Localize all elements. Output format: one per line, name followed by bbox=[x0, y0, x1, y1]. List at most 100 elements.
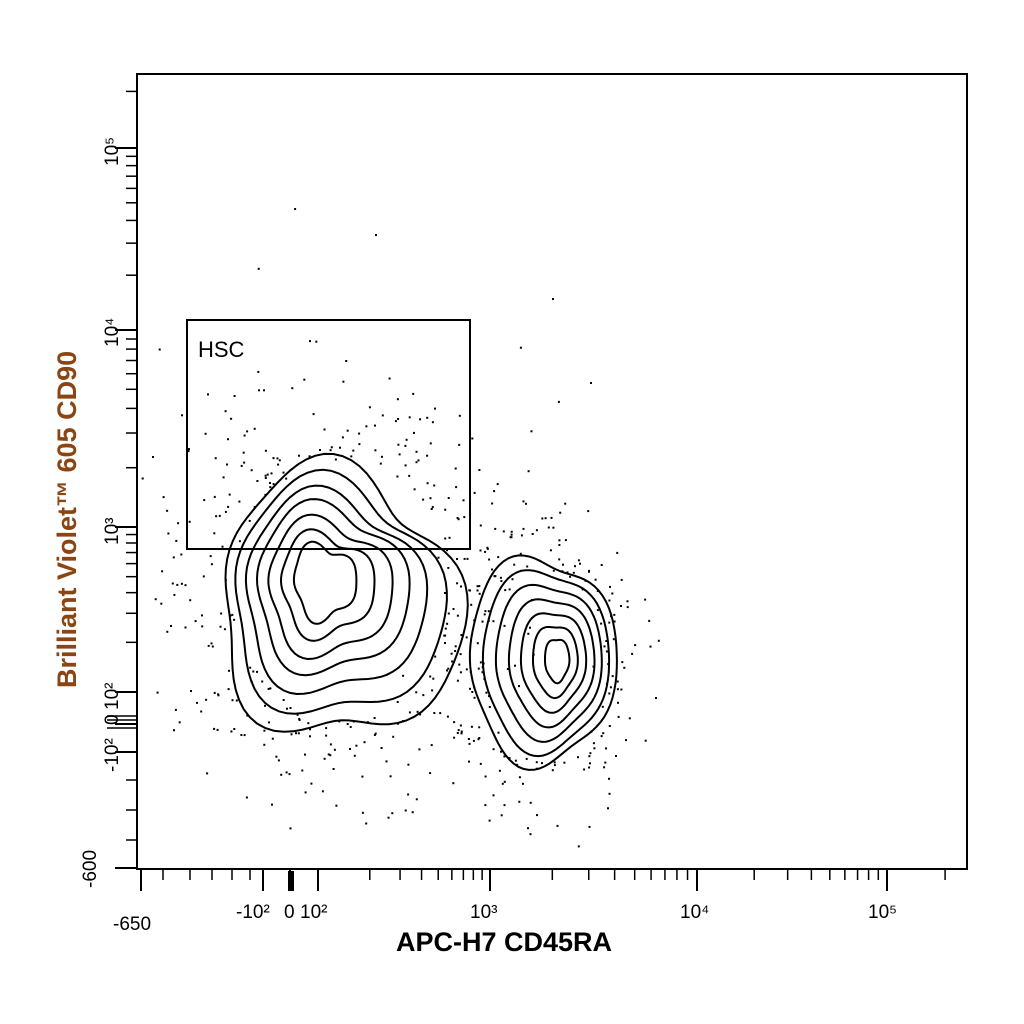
event-dot bbox=[483, 613, 486, 616]
event-dot bbox=[634, 644, 637, 647]
event-dot bbox=[298, 454, 300, 457]
event-dot bbox=[246, 430, 249, 433]
event-dot bbox=[196, 701, 198, 704]
event-dot bbox=[478, 592, 481, 595]
event-dot bbox=[394, 420, 397, 423]
event-dot bbox=[589, 762, 591, 765]
event-dot bbox=[243, 734, 246, 737]
event-dot bbox=[541, 517, 544, 520]
event-dot bbox=[310, 782, 313, 785]
event-dot bbox=[496, 483, 499, 486]
event-dot bbox=[297, 732, 300, 735]
event-dot bbox=[626, 606, 629, 609]
event-dot bbox=[309, 735, 311, 738]
event-dot bbox=[430, 744, 433, 747]
event-dot bbox=[443, 634, 446, 637]
event-dot bbox=[396, 701, 399, 703]
event-dot bbox=[620, 605, 622, 607]
event-dot bbox=[238, 500, 241, 503]
event-dot bbox=[563, 761, 566, 764]
event-dot bbox=[413, 488, 416, 491]
event-dot bbox=[407, 793, 410, 796]
event-dot bbox=[481, 620, 484, 623]
event-dot bbox=[519, 346, 522, 349]
event-dot bbox=[447, 497, 450, 499]
event-dot bbox=[374, 424, 376, 427]
event-dot bbox=[285, 477, 288, 480]
event-dot bbox=[309, 728, 311, 731]
contour-line-pop1 bbox=[267, 513, 394, 661]
event-dot bbox=[380, 747, 383, 749]
event-dot bbox=[341, 436, 344, 439]
event-dot bbox=[593, 747, 596, 750]
event-dot bbox=[374, 449, 377, 452]
event-dot bbox=[601, 705, 604, 708]
event-dot bbox=[321, 790, 324, 793]
event-dot bbox=[375, 234, 377, 236]
event-dot bbox=[463, 557, 466, 560]
event-dot bbox=[210, 642, 213, 645]
event-dot bbox=[526, 565, 529, 568]
event-dot bbox=[444, 642, 446, 644]
event-dot bbox=[268, 721, 270, 724]
contour-line-pop2 bbox=[494, 583, 603, 743]
event-dot bbox=[269, 687, 272, 690]
event-dot bbox=[605, 747, 607, 750]
event-dot bbox=[323, 428, 326, 431]
event-dot bbox=[488, 706, 491, 708]
event-dot bbox=[329, 754, 332, 757]
event-dot bbox=[615, 755, 617, 757]
event-dot bbox=[465, 636, 468, 639]
event-dot bbox=[458, 414, 461, 417]
event-dot bbox=[387, 816, 390, 819]
event-dot bbox=[457, 729, 460, 732]
event-dot bbox=[256, 480, 259, 482]
event-dot bbox=[349, 748, 351, 750]
event-dot bbox=[243, 434, 246, 437]
event-dot bbox=[473, 696, 476, 699]
event-dot bbox=[355, 744, 358, 747]
event-dot bbox=[503, 804, 506, 807]
event-dot bbox=[226, 463, 228, 466]
event-dot bbox=[422, 694, 425, 697]
x-tick-label: 10² bbox=[300, 902, 327, 923]
event-dot bbox=[213, 532, 216, 535]
event-dot bbox=[333, 748, 336, 751]
event-dot bbox=[479, 549, 482, 552]
event-dot bbox=[209, 555, 212, 558]
event-dot bbox=[492, 748, 495, 751]
contour-line-pop1 bbox=[224, 452, 469, 733]
event-dot bbox=[535, 529, 538, 532]
event-dot bbox=[158, 348, 161, 351]
event-dot bbox=[479, 524, 482, 527]
event-dot bbox=[388, 377, 391, 380]
hsc-gate[interactable] bbox=[186, 319, 471, 550]
event-dot bbox=[220, 612, 223, 615]
event-dot bbox=[346, 723, 349, 725]
event-dot bbox=[518, 685, 520, 688]
event-dot bbox=[444, 537, 447, 540]
event-dot bbox=[600, 564, 603, 566]
event-dot bbox=[374, 732, 377, 735]
event-dot bbox=[527, 827, 529, 830]
event-dot bbox=[203, 499, 206, 502]
event-dot bbox=[325, 727, 328, 730]
contour-line-pop1 bbox=[255, 498, 411, 677]
event-dot bbox=[520, 534, 523, 537]
event-dot bbox=[257, 370, 260, 373]
event-dot bbox=[170, 625, 172, 627]
event-dot bbox=[415, 461, 418, 464]
event-dot bbox=[213, 691, 216, 694]
event-dot bbox=[457, 518, 460, 521]
event-dot bbox=[469, 589, 471, 592]
event-dot bbox=[566, 571, 569, 574]
event-dot bbox=[500, 580, 503, 583]
event-dot bbox=[285, 771, 288, 774]
y-tick-label: 10² bbox=[102, 683, 123, 710]
event-dot bbox=[608, 777, 610, 780]
event-dot bbox=[446, 549, 448, 552]
event-dot bbox=[412, 392, 415, 395]
event-dot bbox=[500, 814, 503, 817]
event-dot bbox=[579, 562, 581, 565]
